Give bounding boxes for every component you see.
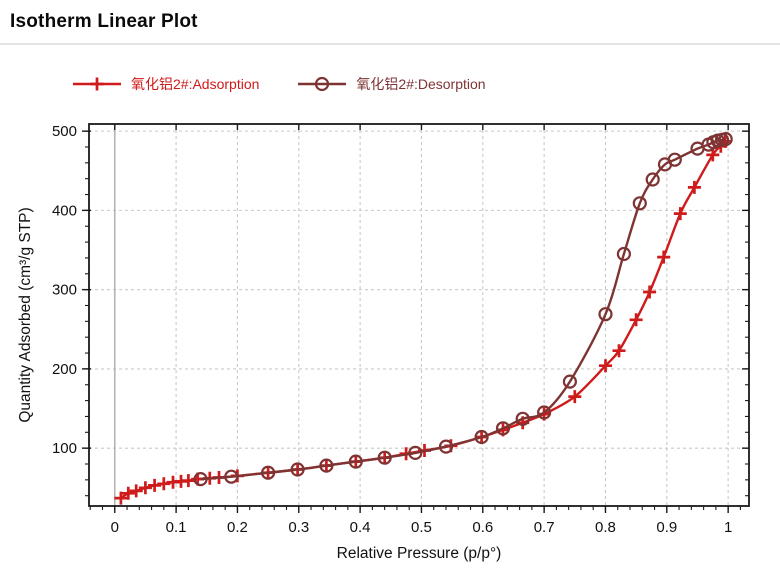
svg-text:400: 400 [52,202,77,219]
svg-text:300: 300 [52,282,77,299]
plot-frame [88,123,750,507]
svg-text:0: 0 [111,519,119,536]
desorption-line-marker-icon [298,76,347,92]
svg-text:0.4: 0.4 [350,519,371,536]
svg-text:0.8: 0.8 [595,519,616,536]
y-tick-labels: 100 200 300 400 500 [52,123,77,457]
chart-legend: 氧化铝2#:Adsorption 氧化铝2#:Desorption [0,73,780,95]
axis-ticks [82,124,749,513]
adsorption-series [114,134,732,505]
svg-text:0.1: 0.1 [166,519,187,536]
svg-text:0.6: 0.6 [472,519,493,536]
series-line [200,137,726,481]
svg-text:0.2: 0.2 [227,519,248,536]
svg-text:0.9: 0.9 [656,519,677,536]
chart-area: 0 0.1 0.2 0.3 0.4 0.5 0.6 0.7 0.8 0.9 1 100 200 300 40… [0,106,780,574]
legend-label-desorption: 氧化铝2#:Desorption [356,76,486,92]
svg-text:0.7: 0.7 [534,519,555,536]
legend-item-adsorption: 氧化铝2#:Adsorption [72,75,259,93]
title-divider [0,43,780,45]
svg-text:0.5: 0.5 [411,519,432,536]
legend-item-desorption: 氧化铝2#:Desorption [297,75,486,93]
legend-label-adsorption: 氧化铝2#:Adsorption [131,76,260,92]
svg-text:200: 200 [52,361,77,378]
desorption-series [193,131,733,487]
y-axis-title: Quantity Adsorbed (cm³/g STP) [17,207,34,422]
data-point-markers [193,131,733,487]
isotherm-chart: 0 0.1 0.2 0.3 0.4 0.5 0.6 0.7 0.8 0.9 1 100 200 300 40… [17,123,750,562]
svg-text:100: 100 [52,440,77,457]
x-axis-title: Relative Pressure (p/p°) [337,545,502,562]
svg-text:1: 1 [724,519,732,536]
svg-text:0.3: 0.3 [288,519,309,536]
x-tick-labels: 0 0.1 0.2 0.3 0.4 0.5 0.6 0.7 0.8 0.9 1 [111,519,733,536]
page-title: Isotherm Linear Plot [10,11,198,32]
svg-text:500: 500 [52,123,77,140]
data-point-markers [114,134,732,505]
adsorption-line-marker-icon [73,77,121,91]
